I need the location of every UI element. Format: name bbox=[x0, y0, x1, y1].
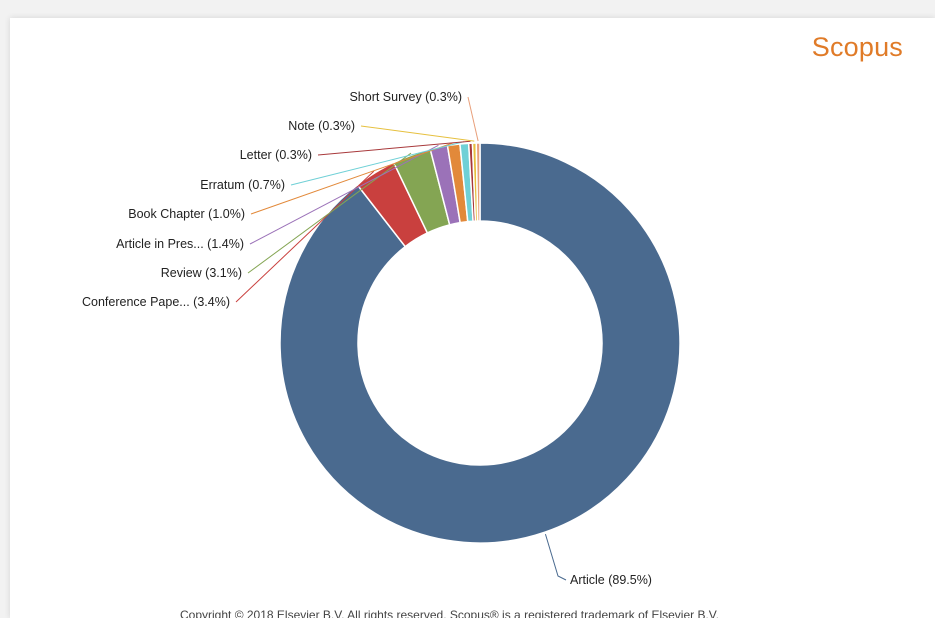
slice-label-5: Erratum (0.7%) bbox=[200, 178, 285, 192]
leader-line-1 bbox=[235, 170, 375, 303]
slice-label-6: Letter (0.3%) bbox=[240, 148, 312, 162]
leader-line-2 bbox=[247, 152, 412, 274]
donut-slices bbox=[279, 142, 681, 544]
slice-label-2: Review (3.1%) bbox=[161, 266, 242, 280]
scopus-logo: Scopus bbox=[811, 32, 903, 62]
leader-lines bbox=[235, 96, 567, 581]
slice-label-3: Article in Pres... (1.4%) bbox=[116, 237, 244, 251]
leader-line-0 bbox=[544, 533, 567, 581]
copyright-text: Copyright © 2018 Elsevier B.V. All right… bbox=[180, 608, 720, 618]
slice-label-4: Book Chapter (1.0%) bbox=[128, 207, 245, 221]
slice-labels: Article (89.5%) Conference Pape... (3.4%)… bbox=[82, 90, 652, 587]
leader-line-3 bbox=[249, 144, 439, 245]
leader-line-6 bbox=[317, 140, 471, 156]
slice-label-7: Note (0.3%) bbox=[288, 119, 355, 133]
slice-0 bbox=[279, 142, 681, 544]
leader-line-8 bbox=[467, 96, 479, 142]
chart-panel: Article (89.5%) Conference Pape... (3.4%)… bbox=[10, 18, 935, 618]
slice-8 bbox=[475, 142, 481, 222]
leader-line-5 bbox=[290, 141, 465, 186]
slice-label-0: Article (89.5%) bbox=[570, 573, 652, 587]
slice-label-1: Conference Pape... (3.4%) bbox=[82, 295, 230, 309]
leader-line-7 bbox=[360, 125, 475, 142]
donut-chart: Article (89.5%) Conference Pape... (3.4%)… bbox=[82, 90, 681, 587]
leader-line-4 bbox=[250, 142, 454, 215]
slice-label-8: Short Survey (0.3%) bbox=[349, 90, 462, 104]
